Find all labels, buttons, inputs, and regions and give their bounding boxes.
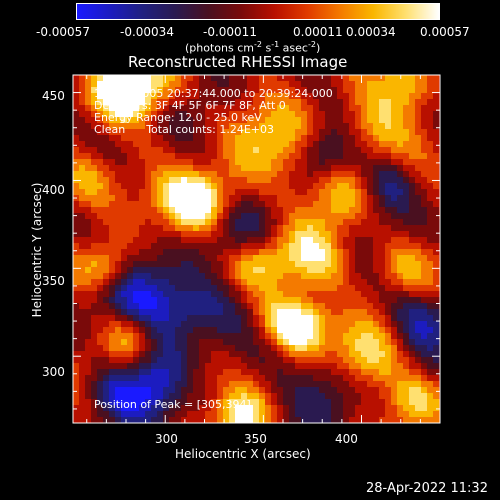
x-axis-label: Heliocentric X (arcsec) bbox=[175, 447, 311, 461]
colorbar-tick: 0.00034 bbox=[346, 25, 396, 39]
y-tick-label: 300 bbox=[42, 365, 65, 379]
clean-counts-label: Clean Total counts: 1.24E+03 bbox=[94, 123, 275, 136]
peak-position-label: Position of Peak = [305,394] bbox=[94, 398, 251, 411]
y-axis-label: Heliocentric Y (arcsec) bbox=[30, 182, 44, 318]
y-tick-label: 450 bbox=[42, 89, 65, 103]
colorbar-tick: -0.00034 bbox=[120, 25, 174, 39]
y-tick-label: 350 bbox=[42, 274, 65, 288]
plot-frame bbox=[72, 74, 441, 424]
axis-ticks bbox=[73, 74, 441, 423]
time-range-label: 13-Feb-2005 20:37:44.000 to 20:39:24.000 bbox=[94, 87, 333, 100]
plot-title: Reconstructed RHESSI Image bbox=[128, 53, 348, 71]
x-tick-label: 400 bbox=[335, 432, 358, 446]
x-tick-label: 300 bbox=[155, 432, 178, 446]
detectors-label: Detectors: 3F 4F 5F 6F 7F 8F, Att 0 bbox=[94, 99, 286, 112]
colorbar-unit: (photons cm-2 s-1 asec-2) bbox=[185, 40, 321, 55]
colorbar bbox=[76, 3, 440, 20]
energy-range-label: Energy Range: 12.0 - 25.0 keV bbox=[94, 111, 262, 124]
colorbar-tick: 0.00057 bbox=[420, 25, 470, 39]
colorbar-tick: 0.00011 bbox=[293, 25, 343, 39]
colorbar-tick: -0.00057 bbox=[36, 25, 90, 39]
timestamp: 28-Apr-2022 11:32 bbox=[366, 481, 488, 496]
y-tick-label: 400 bbox=[42, 183, 65, 197]
x-tick-label: 350 bbox=[244, 432, 267, 446]
colorbar-tick: -0.00011 bbox=[203, 25, 257, 39]
